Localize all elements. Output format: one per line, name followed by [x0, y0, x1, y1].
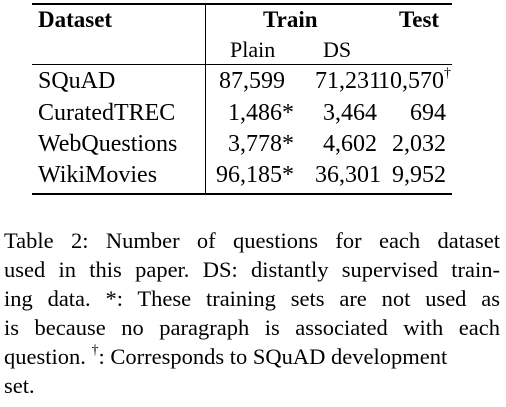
row-squad-plain: 87,599	[219, 68, 285, 94]
row-wikimovies-ds: 36,301	[315, 162, 381, 188]
row-webquestions-plain: 3,778*	[228, 131, 294, 157]
row-squad-ds: 71,231	[315, 68, 381, 94]
row-curatedtrec-test: 694	[410, 100, 446, 126]
row-wikimovies-name: WikiMovies	[38, 162, 158, 188]
header-ds: DS	[323, 37, 352, 62]
table-caption: Table 2: Number of questions for each da…	[4, 226, 500, 400]
caption-line-5: question. †: Corresponds to SQuAD develo…	[4, 342, 448, 369]
row-wikimovies-test: 9,952	[392, 162, 446, 188]
caption-line-6: set.	[4, 373, 35, 398]
dagger-mark: †	[444, 66, 451, 81]
row-squad-test: 10,570†	[378, 66, 451, 94]
table-bottom-rule	[32, 193, 452, 195]
header-dataset: Dataset	[38, 7, 113, 32]
caption-line-3: ing data. *: These training sets are not…	[4, 286, 500, 311]
row-webquestions-test: 2,032	[392, 131, 446, 157]
header-train: Train	[263, 7, 318, 32]
row-webquestions-ds: 4,602	[323, 131, 377, 157]
row-curatedtrec-plain: 1,486*	[228, 100, 294, 126]
row-webquestions-name: WebQuestions	[38, 131, 178, 157]
row-squad-name: SQuAD	[38, 68, 116, 94]
table-top-rule	[32, 3, 452, 5]
row-curatedtrec-ds: 3,464	[323, 100, 377, 126]
header-plain: Plain	[230, 37, 276, 62]
dagger-note-mark: †	[91, 342, 99, 358]
row-curatedtrec-name: CuratedTREC	[38, 100, 176, 126]
header-test: Test	[399, 7, 440, 32]
table-column-divider	[205, 4, 207, 194]
caption-line-4: is because no paragraph is associated wi…	[4, 315, 500, 340]
caption-line-1: Table 2: Number of questions for each da…	[4, 228, 500, 253]
caption-line-2: used in this paper. DS: distantly superv…	[4, 257, 500, 282]
table-header-rule	[32, 64, 452, 66]
row-wikimovies-plain: 96,185*	[216, 162, 294, 188]
